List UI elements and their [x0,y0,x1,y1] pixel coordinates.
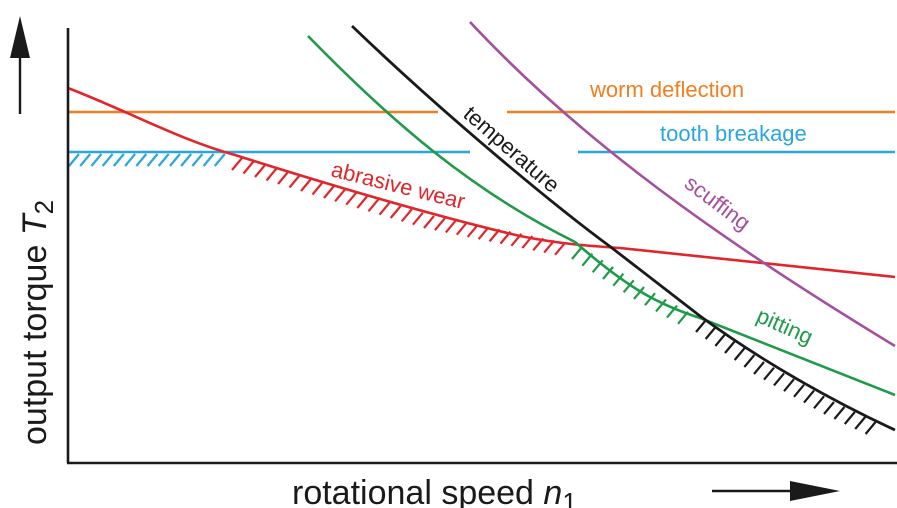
hatch-tick [135,153,148,167]
hatch-tick [843,411,856,425]
hatch-tick [602,266,614,280]
hatch-tick [389,205,402,219]
hatch-tick [554,242,566,256]
hatch-tick [434,217,446,231]
scuffing-label: scuffing [680,170,755,235]
hatch-tick [633,286,645,300]
y-arrow-icon [10,16,30,58]
hatch-tick [695,319,707,333]
hatch-tick [733,347,746,361]
hatch-tick [803,389,815,404]
hatch-tick [202,153,215,167]
hatch-tick [300,178,312,192]
hatch-tick [644,292,656,306]
hatch-tick [445,219,457,234]
hatch-tick [169,153,181,167]
hatch-tick [191,153,204,167]
hatch-tick [242,160,255,175]
hatch-tick [367,198,380,213]
hatch-tick [79,153,92,167]
hatch-tick [773,372,785,387]
hatch-tick [157,153,170,167]
hatch-tick [254,164,266,178]
hatch-tick [704,326,717,340]
x-arrow-icon [790,481,840,501]
hatch-tick [400,208,413,223]
hatch-tick [334,188,346,203]
hatch-tick [90,153,103,167]
hatch-tick [356,195,369,209]
x-axis-title: rotational speed n1 [292,474,577,508]
hatch-tick [288,174,301,189]
hatch-tick [743,354,756,368]
hatch-tick [612,272,625,287]
hatch-tick [277,171,289,185]
hatch-tick [180,153,192,167]
hatch-tick [466,224,479,238]
hatch-tick [213,153,226,167]
hatch-tick [323,185,335,199]
hatch-tick [622,279,635,294]
abrasive-wear-limit-hatching [231,157,566,256]
hatch-tick [124,153,136,167]
scuffing-curve [469,21,896,348]
hatch-tick [753,361,765,375]
hatch-tick [724,340,736,354]
hatch-tick [311,181,324,196]
hatch-tick [113,153,125,167]
temperature-curve [351,24,896,432]
hatch-tick [854,416,867,430]
tooth-breakage-label: tooth breakage [660,121,807,146]
hatch-tick [231,157,243,171]
worm-deflection-label: worm deflection [589,77,744,102]
pitting-curve [307,35,896,397]
hatch-tick [571,246,583,260]
hatch-tick [714,333,727,347]
hatch-tick [265,167,278,182]
hatch-tick [68,153,80,167]
hatch-tick [378,201,391,216]
hatch-tick [655,298,667,313]
hatch-tick [455,221,468,236]
hatch-tick [412,211,424,226]
hatch-tick [423,215,435,229]
hatch-tick [101,153,114,167]
abrasive-wear-curve [67,86,896,279]
y-axis-title: output torque T2 [16,200,59,445]
tooth-breakage-limit-hatching [68,153,226,167]
temperature-limit-hatching [695,319,877,435]
hatch-tick [783,378,795,392]
hatch-tick [833,406,846,420]
hatch-tick [864,421,877,435]
hatch-tick [813,395,825,409]
hatch-tick [793,384,805,398]
hatch-tick [823,401,835,415]
hatch-tick [146,153,159,167]
hatch-tick [345,191,358,206]
hatch-tick [763,367,775,381]
